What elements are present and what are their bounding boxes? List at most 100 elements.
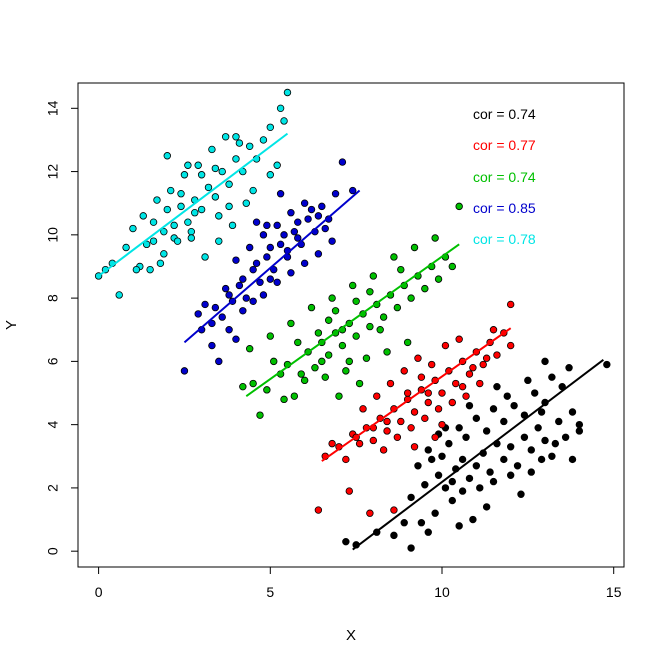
data-point xyxy=(513,462,522,470)
data-point xyxy=(506,443,515,451)
fit-line-4 xyxy=(98,132,289,277)
series-0 xyxy=(342,357,611,552)
data-point xyxy=(321,373,329,381)
data-point xyxy=(252,259,261,268)
data-point xyxy=(441,484,450,492)
data-point xyxy=(311,364,319,372)
data-point xyxy=(403,338,412,347)
data-point xyxy=(149,218,158,226)
data-point xyxy=(500,455,508,464)
data-point xyxy=(283,88,292,97)
data-point xyxy=(273,221,281,230)
data-point xyxy=(458,487,467,495)
data-point xyxy=(417,373,426,381)
data-point xyxy=(568,455,577,464)
data-point xyxy=(177,202,185,211)
data-point xyxy=(500,417,508,426)
data-point xyxy=(448,496,457,505)
data-point xyxy=(366,509,374,517)
data-point xyxy=(383,427,391,435)
data-point xyxy=(163,205,171,214)
data-point xyxy=(465,370,474,378)
data-point xyxy=(379,446,388,454)
data-point xyxy=(194,310,202,318)
x-tick-label: 15 xyxy=(606,584,622,600)
legend-entry-1: cor = 0.77 xyxy=(473,137,536,153)
data-point xyxy=(434,405,443,413)
data-point xyxy=(232,133,240,141)
data-point xyxy=(362,354,371,362)
data-point xyxy=(314,250,323,258)
data-point xyxy=(458,455,467,464)
data-point xyxy=(132,265,141,274)
data-point xyxy=(249,186,257,195)
data-point xyxy=(156,259,165,268)
data-point xyxy=(561,433,570,442)
data-point xyxy=(232,335,240,343)
data-point xyxy=(527,468,535,476)
data-point xyxy=(276,190,285,198)
data-point xyxy=(407,294,415,302)
data-point xyxy=(197,205,206,214)
data-point xyxy=(328,439,336,448)
data-point xyxy=(486,468,494,476)
data-point xyxy=(184,161,192,169)
data-point xyxy=(448,477,457,486)
data-point xyxy=(551,439,560,448)
series-4 xyxy=(94,88,292,299)
data-point xyxy=(129,224,137,233)
data-point xyxy=(366,288,374,296)
x-axis-label: X xyxy=(346,627,356,644)
points-layer xyxy=(94,88,611,552)
data-point xyxy=(342,367,350,375)
data-point xyxy=(208,319,216,328)
series-1 xyxy=(314,300,515,517)
data-point xyxy=(245,243,254,252)
data-point xyxy=(534,424,542,432)
data-point xyxy=(493,382,501,391)
data-point xyxy=(225,326,233,334)
data-point xyxy=(259,291,268,299)
data-point xyxy=(259,136,268,144)
data-point xyxy=(201,300,209,309)
data-point xyxy=(452,379,460,388)
data-point xyxy=(390,253,398,261)
data-point xyxy=(465,474,474,483)
data-point xyxy=(197,171,206,179)
data-point xyxy=(482,427,491,435)
data-point xyxy=(438,389,446,397)
data-point xyxy=(410,443,419,451)
data-point xyxy=(349,281,357,290)
data-point xyxy=(249,265,257,274)
data-point xyxy=(259,231,268,239)
data-point xyxy=(541,357,549,366)
data-point xyxy=(287,319,295,328)
data-point xyxy=(338,158,347,166)
data-point xyxy=(225,202,233,211)
data-point xyxy=(369,436,378,445)
data-point xyxy=(180,171,189,179)
data-point xyxy=(115,291,123,299)
data-point xyxy=(160,250,168,258)
data-point xyxy=(167,186,175,195)
data-point xyxy=(448,262,457,271)
data-point xyxy=(417,519,426,527)
y-axis-label: Y xyxy=(3,320,20,330)
data-point xyxy=(191,208,199,217)
data-point xyxy=(575,420,584,429)
data-point xyxy=(266,243,275,252)
data-point xyxy=(369,272,378,280)
data-point xyxy=(383,348,391,356)
data-point xyxy=(221,284,230,293)
y-axis: 0 2 4 6 8 10 12 14 xyxy=(45,100,79,555)
data-point xyxy=(263,386,271,394)
data-point xyxy=(321,224,329,233)
data-point xyxy=(307,205,316,214)
legend-entry-2: cor = 0.74 xyxy=(473,169,536,185)
data-point xyxy=(445,439,453,448)
data-point xyxy=(410,408,419,416)
data-point xyxy=(142,240,151,249)
data-point xyxy=(390,531,398,540)
data-point xyxy=(438,452,446,460)
data-point xyxy=(462,433,470,442)
